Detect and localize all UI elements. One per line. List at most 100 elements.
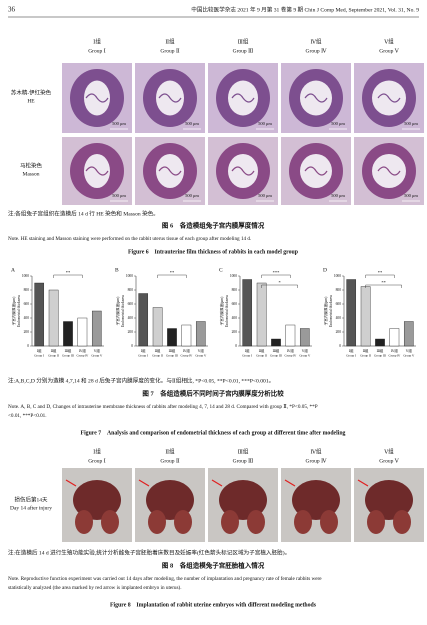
column-header: Ⅲ组	[238, 447, 249, 455]
bar	[181, 324, 192, 347]
scale-bar-label: 500 μm	[404, 193, 418, 198]
scale-bar-label: 500 μm	[331, 193, 345, 198]
uterus-horn	[75, 510, 93, 534]
red-arrow	[138, 479, 150, 487]
bar	[389, 328, 400, 347]
y-tick-label: 0	[235, 344, 237, 348]
column-header: Group Ⅰ	[88, 48, 106, 54]
figure-note: 注:A,B,C,D 分别为造模 4,7,14 和 28 d 后兔子宫内膜厚度的变…	[8, 376, 274, 384]
x-tick-label: Group Ⅰ	[34, 354, 45, 358]
y-tick-label: 400	[232, 316, 238, 320]
uterus-horn	[174, 510, 192, 534]
x-tick-label: Ⅲ组	[273, 348, 280, 353]
significance-bracket	[261, 284, 298, 288]
scale-bar-label: 500 μm	[331, 121, 345, 126]
scale-bar-label: 500 μm	[404, 121, 418, 126]
lumen-fold	[377, 93, 401, 103]
red-arrow	[211, 479, 223, 487]
uterus-horn	[320, 510, 338, 534]
bar	[271, 338, 281, 347]
y-tick-label: 600	[128, 302, 134, 306]
uterus	[146, 480, 194, 520]
x-tick-label: Group Ⅳ	[389, 354, 402, 358]
y-tick-label: 800	[24, 288, 30, 292]
bar	[152, 307, 163, 347]
x-tick-label: Group Ⅲ	[270, 354, 282, 358]
column-header: Ⅰ组	[93, 447, 101, 455]
x-tick-label: Group Ⅲ	[374, 354, 386, 358]
y-axis-label: Endometrial thickness	[329, 294, 333, 327]
x-tick-label: Group Ⅴ	[195, 354, 207, 358]
significance-bracket	[53, 274, 83, 278]
y-tick-label: 400	[336, 316, 342, 320]
significance-label: **	[381, 280, 386, 285]
panel-label: A	[11, 267, 15, 273]
column-header: Group Ⅳ	[306, 458, 327, 464]
figure-note: 注:各组兔子宫组织在造模后 14 d 行 HE 染色和 Masson 染色。	[8, 209, 159, 217]
figure-note: <0.01, ***P<0.01.	[8, 413, 47, 419]
scale-bar-label: 500 μm	[185, 121, 199, 126]
uterus-horn	[247, 510, 265, 534]
bar	[299, 328, 310, 347]
lumen-fold	[304, 166, 328, 176]
x-tick-label: Group Ⅳ	[181, 354, 194, 358]
lumen-fold	[231, 93, 255, 103]
lumen-fold	[85, 93, 109, 103]
x-tick-label: Group Ⅳ	[77, 354, 90, 358]
scale-bar-label: 500 μm	[185, 193, 199, 198]
panel-label: B	[115, 267, 119, 273]
column-header: Ⅲ组	[238, 37, 249, 45]
x-tick-label: Group Ⅱ	[256, 354, 267, 358]
x-tick-label: Ⅲ组	[169, 348, 176, 353]
x-tick-label: Group Ⅱ	[152, 354, 163, 358]
bar	[360, 286, 371, 347]
y-axis-label: 子宫内膜厚度(μm)	[219, 296, 224, 325]
column-header: Group Ⅱ	[160, 48, 179, 54]
bar	[77, 317, 88, 347]
figure-note: Note. A, B, C and D, Changes of intraute…	[8, 403, 318, 410]
column-header: Ⅴ组	[383, 37, 394, 45]
figure-caption: Figure 7 Analysis and comparison of endo…	[81, 430, 346, 436]
y-tick-label: 0	[27, 344, 29, 348]
figure-note: Note. HE staining and Masson staining we…	[8, 235, 251, 242]
bar	[138, 293, 149, 347]
bar	[242, 279, 253, 347]
uterus	[219, 480, 267, 520]
x-tick-label: Ⅰ组	[349, 348, 354, 353]
x-tick-label: Ⅴ组	[197, 348, 204, 353]
x-tick-label: Ⅳ组	[183, 348, 190, 353]
bar	[346, 279, 357, 347]
x-tick-label: Group Ⅴ	[91, 354, 103, 358]
y-tick-label: 200	[24, 330, 30, 334]
column-header: Group Ⅱ	[160, 458, 179, 464]
x-tick-label: Group Ⅱ	[48, 354, 59, 358]
row-label: Masson	[22, 171, 39, 177]
bar	[91, 310, 102, 347]
y-tick-label: 400	[24, 316, 30, 320]
bar	[48, 289, 59, 347]
y-axis-label: Endometrial thickness	[17, 294, 21, 327]
column-header: Ⅳ组	[311, 37, 322, 45]
column-header: Group Ⅴ	[379, 48, 399, 54]
x-tick-label: Group Ⅰ	[242, 354, 253, 358]
column-header: Group Ⅴ	[379, 458, 399, 464]
uterus	[292, 480, 340, 520]
row-label: 马松染色	[20, 161, 43, 169]
uterus-horn	[101, 510, 119, 534]
y-tick-label: 800	[128, 288, 134, 292]
figure-caption: Figure 6 Intrauterine film thickness of …	[128, 249, 298, 255]
uterus	[73, 480, 121, 520]
y-tick-label: 600	[232, 302, 238, 306]
bar	[34, 282, 45, 347]
figure-caption: Figure 8 Implantation of rabbit uterine …	[110, 602, 317, 608]
red-arrow	[284, 479, 296, 487]
panel-label: D	[323, 267, 327, 273]
x-tick-label: Ⅴ组	[301, 348, 308, 353]
x-tick-label: Ⅱ组	[363, 348, 369, 353]
x-tick-label: Ⅳ组	[79, 348, 86, 353]
bar	[63, 321, 73, 347]
y-tick-label: 1000	[22, 274, 29, 278]
significance-label: **	[170, 270, 175, 275]
x-tick-label: Ⅱ组	[259, 348, 265, 353]
y-tick-label: 600	[336, 302, 342, 306]
